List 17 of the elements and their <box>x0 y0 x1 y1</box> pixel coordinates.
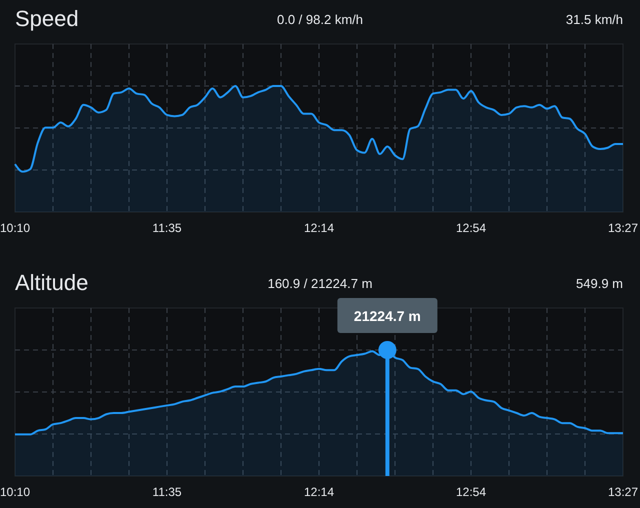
x-tick-label: 11:35 <box>152 485 182 499</box>
text: 31.5 km/h <box>566 12 623 27</box>
x-tick-label: 12:54 <box>456 485 486 499</box>
chart-subtitle: 160.9 / 21224.7 m <box>268 276 372 291</box>
text: 549.9 m <box>576 276 623 291</box>
chart-title: Speed <box>15 6 79 31</box>
chart-subtitle: 0.0 / 98.2 km/h <box>277 12 363 27</box>
x-tick-label: 10:10 <box>0 221 30 235</box>
chart-title: Altitude <box>15 270 88 295</box>
x-tick-label: 11:35 <box>152 221 182 235</box>
x-tick-label: 13:27 <box>608 221 638 235</box>
x-tick-label: 12:14 <box>304 221 334 235</box>
x-tick-label: 10:10 <box>0 485 30 499</box>
x-tick-label: 12:14 <box>304 485 334 499</box>
x-tick-label: 12:54 <box>456 221 486 235</box>
annotation: 21224.7 m <box>354 308 421 324</box>
x-tick-label: 13:27 <box>608 485 638 499</box>
